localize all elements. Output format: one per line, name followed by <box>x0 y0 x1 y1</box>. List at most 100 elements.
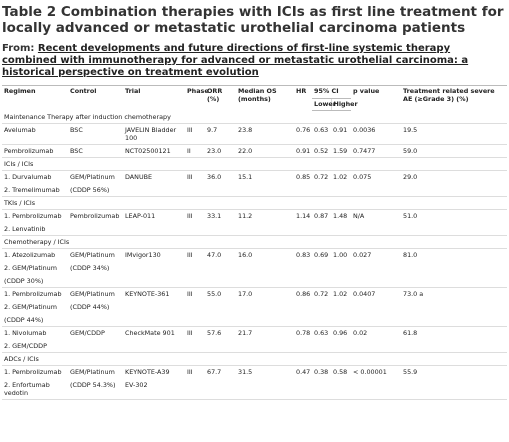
cell: 1.59 <box>331 144 351 158</box>
cell-text: 2. GEM/Platinum <box>4 264 57 272</box>
cell-text: 67.7 <box>207 368 222 376</box>
cell: 0.02 <box>351 326 401 353</box>
cell-text: 23.0 <box>207 147 222 155</box>
data-row: 1. Nivolumab 2. GEM/CDDP GEM/CDDP CheckMate… <box>2 326 507 353</box>
cell-text: (CDDP 34%) <box>70 264 110 272</box>
cell-text: 2. Enfortumab vedotin <box>4 381 50 397</box>
cell: GEM/CDDP <box>68 326 123 353</box>
cell-text: NCT02500121 <box>125 147 171 155</box>
cell-text: 47.0 <box>207 251 222 259</box>
cell-text: DANUBE <box>125 173 153 181</box>
section-row: ADCs / ICIs <box>2 352 507 366</box>
cell: 1. Nivolumab 2. GEM/CDDP <box>2 326 68 353</box>
cell: 47.0 <box>205 248 236 288</box>
cell-text: 2. Tremelimumab <box>4 186 60 194</box>
cell-text: (CDDP 56%) <box>70 186 110 194</box>
column-header: Control <box>68 85 123 111</box>
source-link[interactable]: Recent developments and future direction… <box>2 43 469 78</box>
section-row: ICIs / ICIs <box>2 157 507 171</box>
cell: 0.58 <box>331 365 351 400</box>
cell: 1. Durvalumab 2. Tremelimumab <box>2 170 68 197</box>
cell: GEM/Platinum (CDDP 54.3%) <box>68 365 123 400</box>
cell: 0.76 <box>294 123 312 145</box>
section-label: TKIs / ICIs <box>2 196 507 210</box>
cell-text: 0.91 <box>333 126 348 134</box>
cell-text: 0.96 <box>333 329 348 337</box>
cell: 0.72 <box>312 287 331 327</box>
cell: 0.72 <box>312 170 331 197</box>
cell-text: 19.5 <box>403 126 418 134</box>
column-subheader: Lower <box>312 98 336 111</box>
cell: 11.2 <box>236 209 294 236</box>
cell-text: II <box>187 147 191 155</box>
cell-text: 1. Atezolizumab <box>4 251 56 259</box>
cell-text: 1.48 <box>333 212 348 220</box>
cell-text: III <box>187 290 193 298</box>
cell: III <box>185 287 205 327</box>
cell: 59.0 <box>401 144 507 158</box>
cell-text: 29.0 <box>403 173 418 181</box>
cell: 81.0 <box>401 248 507 288</box>
cell-text: N/A <box>353 212 365 220</box>
cell: 16.0 <box>236 248 294 288</box>
cell-text: 22.0 <box>238 147 253 155</box>
cell: 0.87 <box>312 209 331 236</box>
cell: 1. Pembrolizumab 2. Lenvatinib <box>2 209 68 236</box>
column-header: ORR (%) <box>205 85 236 111</box>
cell-text: 17.0 <box>238 290 253 298</box>
cell: 0.78 <box>294 326 312 353</box>
cell-text: III <box>187 212 193 220</box>
data-row: 1. Pembrolizumab 2. GEM/Platinum (CDDP 44%… <box>2 287 507 327</box>
data-row: 1. Pembrolizumab 2. Lenvatinib Pembrolizum… <box>2 209 507 236</box>
cell: III <box>185 248 205 288</box>
cell: 0.86 <box>294 287 312 327</box>
cell-text: 2. Lenvatinib <box>4 225 46 233</box>
cell: NCT02500121 <box>123 144 185 158</box>
cell: 1.48 <box>331 209 351 236</box>
column-header: 95% CI <box>312 85 351 99</box>
cell-text: 73.0 a <box>403 290 424 298</box>
data-row: 1. Pembrolizumab 2. Enfortumab vedotin GEM… <box>2 365 507 400</box>
cell: 57.6 <box>205 326 236 353</box>
header-row: Lower Higher <box>2 98 507 111</box>
cell-text: BSC <box>70 126 83 134</box>
cell-text: 51.0 <box>403 212 418 220</box>
cell-text: 23.8 <box>238 126 253 134</box>
cell: 55.9 <box>401 365 507 400</box>
cell: BSC <box>68 123 123 145</box>
cell-text: 0.72 <box>314 173 329 181</box>
cell: 0.38 <box>312 365 331 400</box>
cell: 21.7 <box>236 326 294 353</box>
cell-text: 36.0 <box>207 173 222 181</box>
cell: GEM/Platinum (CDDP 44%) <box>68 287 123 327</box>
cell-text: 55.9 <box>403 368 418 376</box>
cell: CheckMate 901 <box>123 326 185 353</box>
cell: 33.1 <box>205 209 236 236</box>
data-row: Pembrolizumab BSC NCT02500121 II 23.0 22.0 0.9… <box>2 144 507 158</box>
cell-text: 0.52 <box>314 147 329 155</box>
from-label: From: <box>2 43 35 54</box>
cell-text: 0.47 <box>296 368 311 376</box>
cell: 0.47 <box>294 365 312 400</box>
cell: 0.91 <box>294 144 312 158</box>
cell-text: GEM/Platinum <box>70 290 115 298</box>
cell-text: 0.0036 <box>353 126 376 134</box>
cell: 0.96 <box>331 326 351 353</box>
cell-text: 1. Durvalumab <box>4 173 52 181</box>
table-title: Table 2 Combination therapies with ICIs … <box>2 4 504 36</box>
cell: 1.14 <box>294 209 312 236</box>
cell-text: 33.1 <box>207 212 222 220</box>
cell: 23.8 <box>236 123 294 145</box>
cell-text: 1. Pembrolizumab <box>4 290 62 298</box>
cell: 0.63 <box>312 123 331 145</box>
data-table: Regimen Control Trial Phase ORR (%) Median OS… <box>2 85 507 400</box>
cell-text: 0.76 <box>296 126 311 134</box>
cell: 0.027 <box>351 248 401 288</box>
cell: 9.7 <box>205 123 236 145</box>
column-subheader: Higher <box>331 98 358 111</box>
section-label: Maintenance Therapy after induction chem… <box>2 110 507 124</box>
cell: 1. Pembrolizumab 2. Enfortumab vedotin <box>2 365 68 400</box>
cell-text: 81.0 <box>403 251 418 259</box>
section-row: TKIs / ICIs <box>2 196 507 210</box>
